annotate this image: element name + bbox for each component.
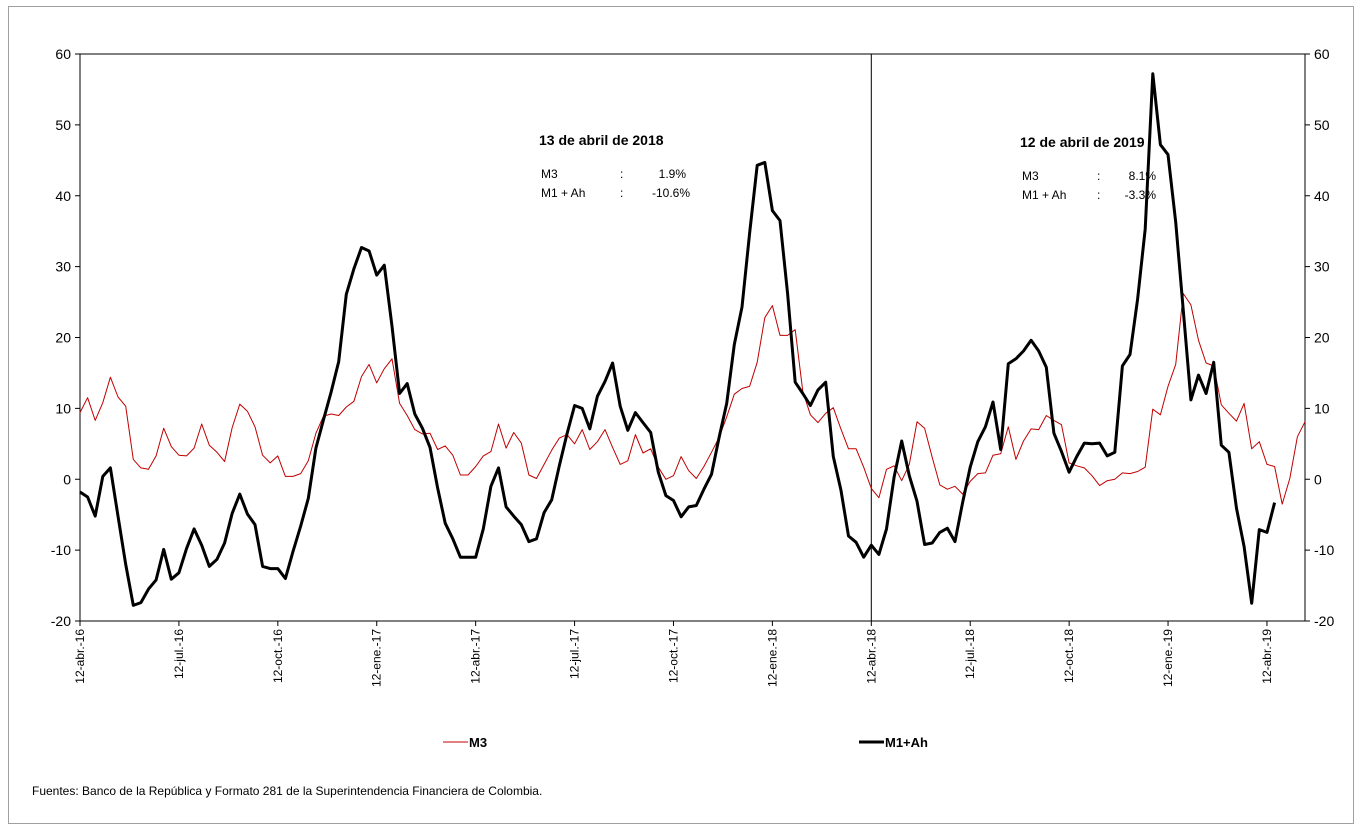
- series-layer: [79, 72, 1306, 607]
- y-right-tick-label: 30: [1314, 259, 1330, 275]
- annotation-2018-title: 13 de abril de 2018: [539, 132, 664, 148]
- annotation-2018-m1ah-value: -10.6%: [652, 186, 690, 200]
- annotation-2019-m3-sep: :: [1097, 169, 1100, 183]
- legend-m3-label: M3: [469, 735, 487, 750]
- annotation-2019-m3-label: M3: [1022, 169, 1039, 183]
- y-right-tick-label: 10: [1314, 400, 1330, 416]
- annotation-2019-title: 12 de abril de 2019: [1020, 134, 1145, 150]
- y-right-tick-label: 50: [1314, 117, 1330, 133]
- annotation-2019-m1ah-label: M1 + Ah: [1022, 188, 1066, 202]
- x-tick-label: 12-abr.-18: [864, 629, 878, 684]
- annotation-2018-m1ah-label: M1 + Ah: [541, 186, 585, 200]
- annotation-2019-m1ah-sep: :: [1097, 188, 1100, 202]
- source-note: Fuentes: Banco de la República y Formato…: [32, 784, 542, 798]
- y-right-tick-label: -10: [1314, 542, 1334, 558]
- chart-frame: [8, 6, 1354, 824]
- annotation-2018-m3-label: M3: [541, 167, 558, 181]
- y-left-tick-label: 20: [55, 330, 71, 346]
- y-right-tick-label: 60: [1314, 46, 1330, 62]
- x-tick-label: 12-oct.-18: [1062, 629, 1076, 683]
- x-tick-label: 12-abr.-17: [469, 629, 483, 684]
- annotation-2018-m3-value: 1.9%: [659, 167, 687, 181]
- y-left-tick-label: 10: [55, 400, 71, 416]
- y-left-tick-label: 0: [63, 471, 71, 487]
- x-tick-label: 12-ene.-19: [1161, 629, 1175, 687]
- y-left-tick-label: 40: [55, 188, 71, 204]
- x-tick-label: 12-jul.-18: [963, 629, 977, 679]
- x-axis: 12-abr.-16 12-jul.-16 12-oct.-16 12-ene.-17…: [73, 54, 1274, 687]
- legend: M3 M1+Ah: [443, 735, 928, 750]
- y-axis-right: -20 -10 0 10 20 30 40 50 60: [1305, 46, 1334, 629]
- annotation-2019: 12 de abril de 2019 M3 : 8.1% M1 + Ah : …: [1020, 134, 1156, 202]
- y-right-tick-label: 0: [1314, 471, 1322, 487]
- y-right-tick-label: 20: [1314, 330, 1330, 346]
- annotation-2018: 13 de abril de 2018 M3 : 1.9% M1 + Ah : …: [539, 132, 690, 200]
- legend-m1ah-label: M1+Ah: [885, 735, 928, 750]
- annotation-2018-m1ah-sep: :: [620, 186, 623, 200]
- y-right-tick-label: -20: [1314, 613, 1334, 629]
- y-left-tick-label: 50: [55, 117, 71, 133]
- x-tick-label: 12-ene.-17: [370, 629, 384, 687]
- annotation-2019-m1ah-value: -3.3%: [1125, 188, 1157, 202]
- y-left-tick-label: 30: [55, 259, 71, 275]
- series-line-m1-ah: [79, 72, 1277, 607]
- series-line-m3: [79, 293, 1306, 505]
- annotation-2019-m3-value: 8.1%: [1129, 169, 1157, 183]
- y-left-tick-label: -10: [51, 542, 71, 558]
- y-right-tick-label: 40: [1314, 188, 1330, 204]
- x-tick-label: 12-oct.-16: [271, 629, 285, 683]
- x-tick-label: 12-oct.-17: [666, 629, 680, 683]
- x-tick-label: 12-abr.-16: [73, 629, 87, 684]
- y-left-tick-label: -20: [51, 613, 71, 629]
- x-tick-label: 12-ene.-18: [765, 629, 779, 687]
- x-tick-label: 12-jul.-16: [172, 629, 186, 679]
- x-tick-label: 12-jul.-17: [568, 629, 582, 679]
- annotation-2018-m3-sep: :: [620, 167, 623, 181]
- x-tick-label: 12-abr.-19: [1260, 629, 1274, 684]
- y-axis-left: -20 -10 0 10 20 30 40 50 60: [51, 46, 80, 629]
- y-left-tick-label: 60: [55, 46, 71, 62]
